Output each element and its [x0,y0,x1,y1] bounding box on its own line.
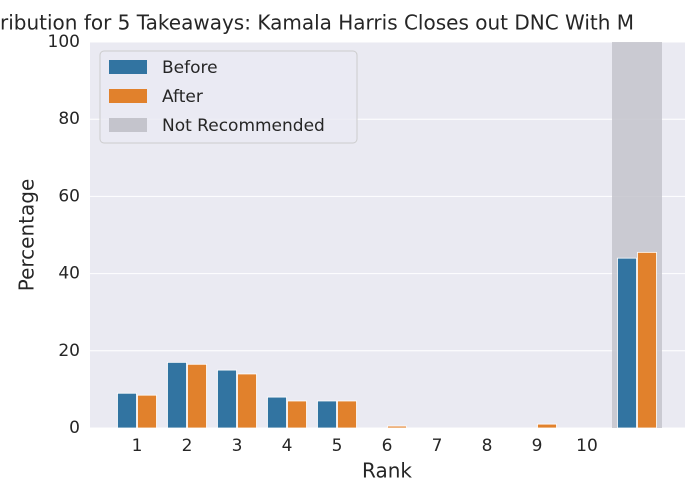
legend-box [99,50,358,144]
y-tick-label: 80 [58,109,80,129]
legend-swatch [109,60,147,74]
y-tick-label: 60 [58,186,80,206]
bar [387,425,407,429]
legend-swatch [109,118,147,132]
legend-swatch [109,89,147,103]
x-tick-label: 1 [132,436,143,456]
x-tick-label: 3 [232,436,243,456]
legend-label: Not Recommended [162,116,325,136]
bar [287,400,307,429]
bar [187,363,207,429]
legend-label: After [162,87,203,107]
bar [637,251,657,429]
bar [337,400,357,429]
bar [137,394,157,429]
bar [317,400,337,429]
x-tick-label: 8 [482,436,493,456]
x-tick-label: 6 [382,436,393,456]
y-tick-label: 20 [58,341,80,361]
y-axis-label: Percentage [15,179,39,292]
legend-label: Before [162,58,218,78]
x-tick-label: 9 [532,436,543,456]
x-tick-label: 5 [332,436,343,456]
y-tick-label: 40 [58,264,80,284]
x-tick-label: 7 [432,436,443,456]
x-axis-label: Rank [362,459,412,483]
bar [167,361,187,429]
bar [237,373,257,429]
bar [267,396,287,429]
bar [537,423,557,429]
y-tick-label: 100 [48,32,80,52]
chart-title: ribution for 5 Takeaways: Kamala Harris … [0,11,634,35]
marks [117,42,662,429]
x-tick-label: 2 [182,436,193,456]
bar [617,257,637,429]
legend: Before After Not Recommended [99,50,358,144]
x-tick-label: 4 [282,436,293,456]
bar [217,369,237,429]
x-tick-label: 10 [576,436,598,456]
y-tick-label: 0 [69,418,80,438]
bar [117,392,137,429]
